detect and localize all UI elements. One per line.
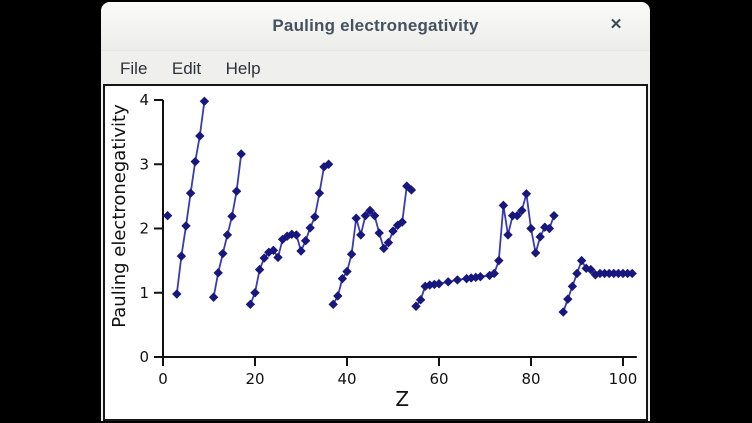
- svg-text:2: 2: [139, 220, 149, 238]
- titlebar[interactable]: Pauling electronegativity ✕: [101, 2, 650, 51]
- svg-text:3: 3: [139, 155, 149, 173]
- svg-text:1: 1: [139, 284, 149, 302]
- svg-text:Pauling electronegativity: Pauling electronegativity: [109, 104, 130, 328]
- plot-area: 0 20 40 60 80 100 0 1 2 3 4 Z Pauling electronegativ…: [103, 84, 648, 421]
- menu-file[interactable]: File: [120, 59, 148, 78]
- menu-help[interactable]: Help: [225, 59, 261, 78]
- svg-text:40: 40: [337, 370, 356, 388]
- menubar: File Edit Help: [101, 51, 650, 84]
- svg-text:80: 80: [521, 370, 540, 388]
- svg-text:4: 4: [139, 91, 149, 109]
- svg-text:60: 60: [429, 370, 448, 388]
- svg-text:20: 20: [245, 370, 264, 388]
- svg-text:100: 100: [609, 370, 638, 388]
- svg-text:0: 0: [158, 370, 168, 388]
- window-title: Pauling electronegativity: [272, 16, 479, 35]
- menu-edit[interactable]: Edit: [171, 59, 202, 78]
- close-icon[interactable]: ✕: [609, 16, 623, 33]
- svg-text:0: 0: [139, 348, 149, 366]
- app-window: Pauling electronegativity ✕ File Edit He…: [101, 2, 650, 421]
- svg-text:Z: Z: [395, 387, 409, 411]
- chart-svg: 0 20 40 60 80 100 0 1 2 3 4 Z Pauling electronegativ…: [109, 91, 638, 411]
